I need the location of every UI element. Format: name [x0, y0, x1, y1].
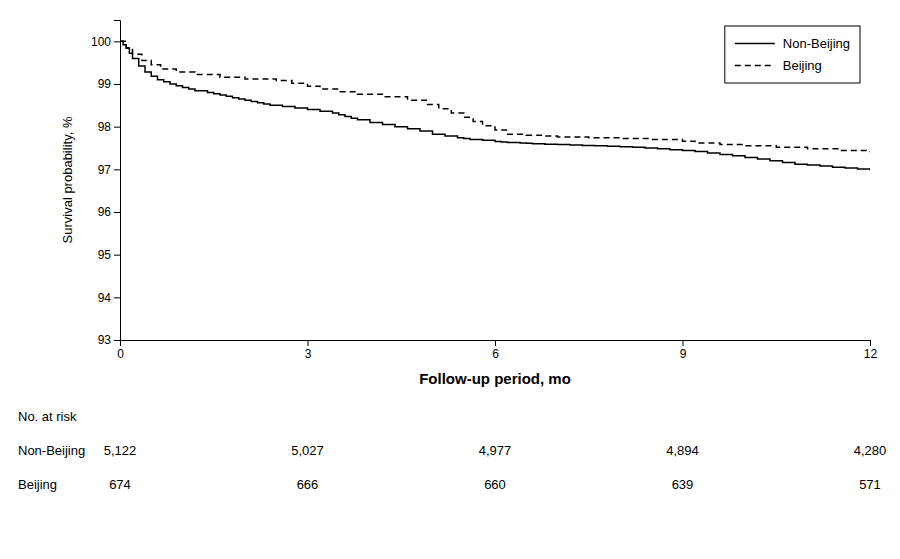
y-tick: 99: [98, 77, 120, 91]
risk-count: 666: [297, 477, 319, 492]
y-axis-title: Survival probability, %: [60, 116, 75, 243]
risk-count: 4,280: [854, 443, 887, 458]
y-tick-label: 95: [98, 248, 112, 262]
y-tick: 93: [98, 333, 120, 347]
y-tick-mark: [114, 84, 120, 85]
y-tick: 94: [98, 291, 120, 305]
y-tick: 98: [98, 120, 120, 134]
risk-count: 660: [484, 477, 506, 492]
y-tick-mark: [114, 127, 120, 128]
x-axis-title: Follow-up period, mo: [419, 370, 571, 387]
y-tick-mark: [114, 212, 120, 213]
chart: 0 3 6 9 12 93 94 95 96 97 98 99 100 Survival probabil…: [0, 0, 900, 559]
y-tick-label: 97: [98, 163, 112, 177]
x-tick-label: 0: [117, 347, 124, 361]
risk-row-label: Beijing: [18, 477, 57, 492]
risk-count: 5,027: [291, 443, 324, 458]
y-tick-label: 99: [98, 77, 112, 91]
x-tick: 9: [680, 340, 687, 361]
y-tick-label: 100: [91, 35, 111, 49]
x-tick-label: 9: [680, 347, 687, 361]
risk-row-label: Non-Beijing: [18, 443, 85, 458]
y-tick-mark: [114, 41, 120, 42]
x-tick-mark: [870, 340, 871, 346]
legend-item: Beijing: [735, 58, 822, 73]
x-tick: 12: [864, 340, 878, 361]
legend-box: [725, 26, 860, 83]
legend-label: Beijing: [783, 58, 822, 73]
risk-count: 674: [109, 477, 131, 492]
y-tick-label: 93: [98, 333, 112, 347]
risk-count: 4,977: [479, 443, 512, 458]
risk-count: 639: [672, 477, 694, 492]
y-tick-mark: [114, 255, 120, 256]
legend-label: Non-Beijing: [783, 36, 850, 51]
x-axis: 0 3 6 9 12: [117, 340, 877, 361]
x-tick-mark: [683, 340, 684, 346]
x-tick-mark: [308, 340, 309, 346]
x-tick-label: 12: [864, 347, 878, 361]
x-tick-label: 6: [492, 347, 499, 361]
legend-swatch: [735, 65, 775, 67]
x-tick-label: 3: [305, 347, 312, 361]
y-tick-mark: [114, 297, 120, 298]
y-tick-label: 94: [98, 291, 112, 305]
y-tick-mark: [114, 340, 120, 341]
y-tick-label: 96: [98, 205, 112, 219]
y-tick-mark: [114, 169, 120, 170]
legend: Non-Beijing Beijing: [725, 26, 860, 83]
y-tick: 100: [91, 35, 120, 49]
legend-item: Non-Beijing: [735, 36, 850, 51]
y-axis: 93 94 95 96 97 98 99 100: [91, 21, 121, 348]
y-tick-label: 98: [98, 120, 112, 134]
risk-count: 4,894: [666, 443, 699, 458]
y-tick: 96: [98, 205, 120, 219]
risk-table-title: No. at risk: [18, 409, 77, 424]
legend-swatch: [735, 43, 775, 45]
x-tick-mark: [495, 340, 496, 346]
risk-count: 5,122: [104, 443, 137, 458]
risk-count: 571: [859, 477, 881, 492]
x-tick: 3: [305, 340, 312, 361]
x-tick: 6: [492, 340, 499, 361]
y-axis-line: [114, 21, 121, 341]
x-tick: 0: [117, 340, 124, 361]
risk-table: No. at risk Non-Beijing 5,122 5,027 4,977 4,8…: [18, 409, 886, 492]
x-axis-line: [121, 341, 871, 347]
y-tick: 95: [98, 248, 120, 262]
y-tick: 97: [98, 163, 120, 177]
